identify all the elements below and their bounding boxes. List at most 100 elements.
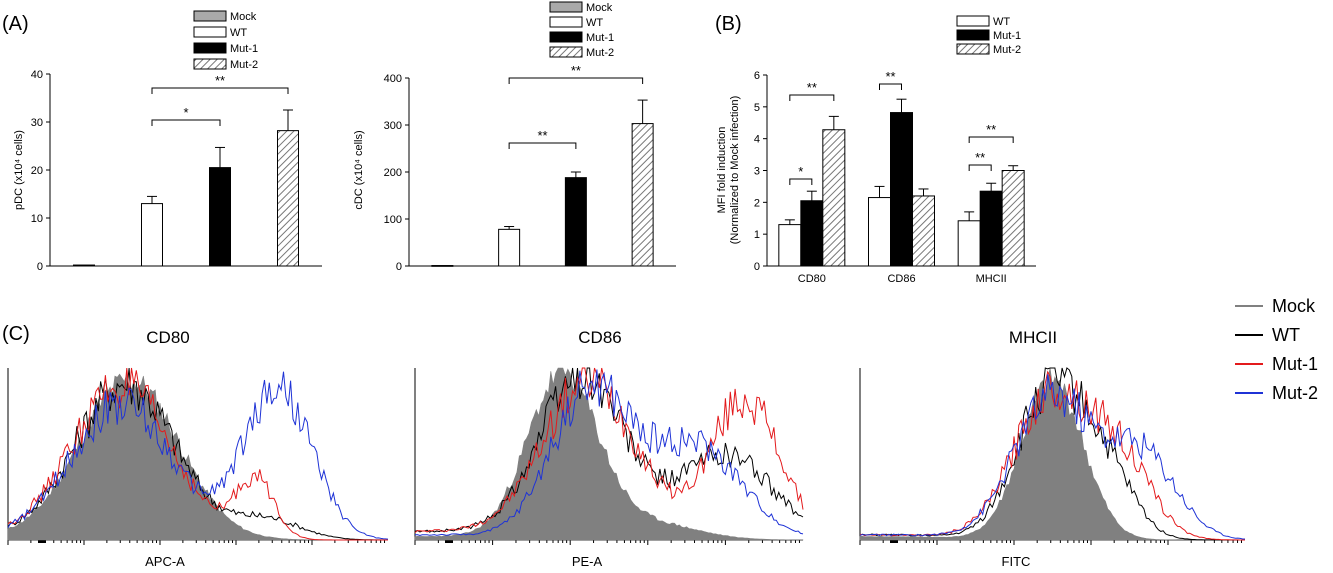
mfi-y-tick-label: 5 bbox=[754, 102, 760, 114]
mfi-y-label: MFI fold induction bbox=[716, 127, 728, 214]
mfi-significance-label: ** bbox=[885, 69, 895, 84]
legend-swatch-wt bbox=[956, 15, 990, 27]
cdc-y-tick-label: 0 bbox=[396, 261, 402, 273]
mfi-y-label-2: (Normalized to Mock infection) bbox=[729, 96, 741, 245]
pdc-y-label: pDC (x10⁴ cells) bbox=[13, 130, 25, 210]
cd86-series-mock bbox=[414, 367, 804, 541]
legend-label-mut-2: Mut-2 bbox=[230, 59, 258, 71]
mfi-bar-chart: MFI fold induction (Normalized to Mock i… bbox=[716, 69, 1036, 285]
cdc-bar-wt bbox=[498, 228, 521, 267]
mfi-bar-mut-1 bbox=[800, 200, 824, 267]
mfi-significance-bracket bbox=[968, 164, 992, 171]
panel-label-b: (B) bbox=[715, 13, 742, 35]
mhcii-histogram-title: MHCII bbox=[1009, 328, 1057, 347]
histogram-legend-label-mut-2: Mut-2 bbox=[1272, 383, 1318, 403]
pdc-bar-mock bbox=[73, 264, 95, 267]
histogram-legend: Mock WT Mut-1 Mut-2 bbox=[1235, 296, 1318, 403]
mfi-bar-wt bbox=[778, 224, 802, 267]
panel-label-c: (C) bbox=[2, 323, 30, 345]
mfi-significance-bracket bbox=[789, 178, 813, 185]
mfi-bar-mut-2 bbox=[822, 129, 846, 267]
legend-swatch-mock bbox=[193, 10, 227, 22]
cd86-axis-marker bbox=[445, 540, 453, 543]
cdc-significance-label: ** bbox=[537, 128, 547, 143]
pdc-significance-label: ** bbox=[215, 73, 225, 88]
legend-label-mock: Mock bbox=[230, 11, 257, 23]
cdc-bar-mut-1 bbox=[564, 177, 587, 267]
cdc-y-tick-label: 100 bbox=[384, 214, 402, 226]
mfi-y-tick-label: 3 bbox=[754, 166, 760, 178]
mfi-bar-wt bbox=[957, 220, 981, 267]
cdc-bar-chart: cDC (x10⁴ cells) 0 100 200 300 400 ** ** bbox=[353, 63, 676, 273]
mfi-legend: WT Mut-1 Mut-2 bbox=[956, 15, 1021, 56]
mfi-bar-mut-2 bbox=[1001, 170, 1025, 267]
panel-label-a: (A) bbox=[2, 13, 29, 35]
cd86-histogram: CD86 PE-A bbox=[414, 328, 804, 569]
pdc-bar-mut-2 bbox=[277, 130, 299, 267]
cdc-bar-mut-2 bbox=[631, 123, 654, 267]
legend-swatch-mock bbox=[549, 1, 583, 13]
legend-swatch-mut-2 bbox=[549, 46, 583, 58]
legend-swatch-mut-2 bbox=[956, 43, 990, 55]
legend-label-wt: WT bbox=[993, 16, 1010, 28]
mfi-bar-mut-1 bbox=[979, 190, 1003, 267]
histogram-legend-label-mock: Mock bbox=[1272, 296, 1316, 316]
pdc-legend: Mock WT Mut-1 Mut-2 bbox=[193, 10, 258, 71]
pdc-y-tick-label: 30 bbox=[31, 117, 43, 129]
cdc-legend: Mock WT Mut-1 Mut-2 bbox=[549, 1, 614, 59]
mfi-y-tick-label: 2 bbox=[754, 197, 760, 209]
mfi-significance-bracket bbox=[789, 94, 835, 101]
mfi-bar-wt bbox=[868, 197, 891, 267]
legend-swatch-mut-1 bbox=[549, 31, 583, 43]
mfi-x-tick-label: CD86 bbox=[887, 273, 915, 285]
mfi-y-tick-label: 1 bbox=[754, 229, 760, 241]
pdc-bar-mut-1 bbox=[209, 167, 231, 267]
mfi-significance-bracket bbox=[879, 83, 902, 90]
pdc-y-tick-label: 40 bbox=[31, 69, 43, 81]
legend-label-mut-2: Mut-2 bbox=[586, 47, 614, 59]
legend-swatch-wt bbox=[193, 26, 227, 38]
mhcii-x-label: FITC bbox=[1002, 554, 1031, 569]
pdc-bar-wt bbox=[141, 203, 163, 267]
pdc-y-tick-label: 0 bbox=[37, 261, 43, 273]
cd80-histogram-title: CD80 bbox=[146, 328, 189, 347]
mfi-significance-label: ** bbox=[986, 122, 996, 137]
legend-label-mock: Mock bbox=[586, 2, 613, 14]
cd80-axis-marker bbox=[38, 540, 46, 543]
mfi-significance-label: ** bbox=[807, 80, 817, 95]
legend-swatch-mut-1 bbox=[956, 29, 990, 41]
legend-label-mut-1: Mut-1 bbox=[586, 32, 614, 44]
pdc-y-tick-label: 20 bbox=[31, 165, 43, 177]
pdc-significance-bracket bbox=[151, 87, 289, 94]
pdc-significance-label: * bbox=[183, 105, 188, 120]
legend-label-wt: WT bbox=[230, 27, 247, 39]
mfi-bar-mut-1 bbox=[890, 112, 913, 267]
mfi-significance-bracket bbox=[968, 136, 1014, 143]
legend-swatch-mut-1 bbox=[193, 42, 227, 54]
cd80-series-mut-2 bbox=[7, 371, 389, 540]
cd80-series-mut-1 bbox=[7, 367, 388, 541]
cdc-significance-label: ** bbox=[571, 63, 581, 78]
mhcii-axis-marker bbox=[890, 540, 898, 543]
cdc-y-label: cDC (x10⁴ cells) bbox=[353, 130, 365, 209]
mfi-bar-mut-2 bbox=[912, 195, 935, 267]
mfi-y-tick-label: 4 bbox=[754, 134, 760, 146]
legend-label-wt: WT bbox=[586, 17, 603, 29]
legend-swatch-mut-2 bbox=[193, 58, 227, 70]
mhcii-histogram: MHCII FITC bbox=[859, 328, 1245, 569]
cdc-y-tick-label: 400 bbox=[384, 73, 402, 85]
legend-label-mut-1: Mut-1 bbox=[230, 43, 258, 55]
cdc-bar-mock bbox=[431, 265, 454, 267]
cd86-x-label: PE-A bbox=[572, 554, 603, 569]
mfi-x-tick-label: CD80 bbox=[798, 273, 826, 285]
cdc-y-tick-label: 300 bbox=[384, 120, 402, 132]
histogram-legend-label-mut-1: Mut-1 bbox=[1272, 354, 1318, 374]
legend-label-mut-2: Mut-2 bbox=[993, 44, 1021, 56]
cd86-series-mut-1 bbox=[414, 367, 804, 533]
cd80-series-mock bbox=[7, 373, 388, 541]
mfi-y-tick-label: 6 bbox=[754, 70, 760, 82]
mfi-significance-label: * bbox=[798, 164, 803, 179]
mhcii-series-mut-2 bbox=[859, 374, 1245, 540]
mfi-y-tick-label: 0 bbox=[754, 261, 760, 273]
